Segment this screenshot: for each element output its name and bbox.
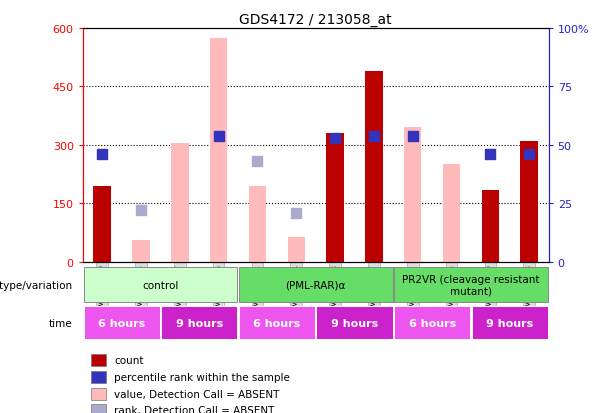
Bar bbox=[161, 307, 237, 339]
Bar bbox=[171, 144, 189, 262]
Text: (PML-RAR)α: (PML-RAR)α bbox=[286, 280, 346, 290]
Bar bbox=[520, 142, 538, 262]
Text: 9 hours: 9 hours bbox=[331, 318, 378, 328]
Text: percentile rank within the sample: percentile rank within the sample bbox=[114, 372, 290, 382]
Text: control: control bbox=[142, 280, 178, 290]
Point bbox=[485, 152, 495, 158]
Bar bbox=[91, 404, 107, 413]
Point bbox=[97, 152, 107, 158]
Bar bbox=[443, 165, 460, 262]
Bar bbox=[93, 186, 111, 262]
Text: 6 hours: 6 hours bbox=[408, 318, 456, 328]
Bar bbox=[132, 241, 150, 262]
Bar bbox=[472, 307, 548, 339]
Point bbox=[524, 152, 534, 158]
Bar bbox=[365, 72, 383, 262]
Point bbox=[369, 133, 379, 140]
Bar bbox=[239, 268, 392, 302]
Text: 6 hours: 6 hours bbox=[253, 318, 300, 328]
Bar bbox=[91, 388, 107, 400]
Bar bbox=[287, 237, 305, 262]
Bar bbox=[326, 134, 344, 262]
Point bbox=[408, 133, 417, 140]
Point bbox=[214, 133, 224, 140]
Text: genotype/variation: genotype/variation bbox=[0, 280, 72, 290]
Text: value, Detection Call = ABSENT: value, Detection Call = ABSENT bbox=[114, 389, 280, 399]
Title: GDS4172 / 213058_at: GDS4172 / 213058_at bbox=[240, 12, 392, 26]
Text: PR2VR (cleavage resistant
mutant): PR2VR (cleavage resistant mutant) bbox=[402, 274, 539, 296]
Bar bbox=[83, 268, 237, 302]
Bar bbox=[404, 128, 422, 262]
Point bbox=[136, 208, 146, 214]
Text: 6 hours: 6 hours bbox=[98, 318, 145, 328]
Bar bbox=[239, 307, 315, 339]
Point bbox=[330, 135, 340, 142]
Text: rank, Detection Call = ABSENT: rank, Detection Call = ABSENT bbox=[114, 405, 275, 413]
Bar bbox=[394, 307, 470, 339]
Bar bbox=[249, 186, 266, 262]
Text: count: count bbox=[114, 355, 143, 365]
Bar bbox=[91, 354, 107, 366]
Bar bbox=[394, 268, 548, 302]
Text: time: time bbox=[48, 318, 72, 328]
Bar bbox=[91, 371, 107, 383]
Bar bbox=[210, 39, 227, 262]
Point bbox=[253, 159, 262, 165]
Text: 9 hours: 9 hours bbox=[175, 318, 223, 328]
Bar bbox=[316, 307, 392, 339]
Point bbox=[291, 210, 301, 216]
Text: 9 hours: 9 hours bbox=[486, 318, 533, 328]
Bar bbox=[83, 307, 159, 339]
Bar bbox=[482, 190, 499, 262]
